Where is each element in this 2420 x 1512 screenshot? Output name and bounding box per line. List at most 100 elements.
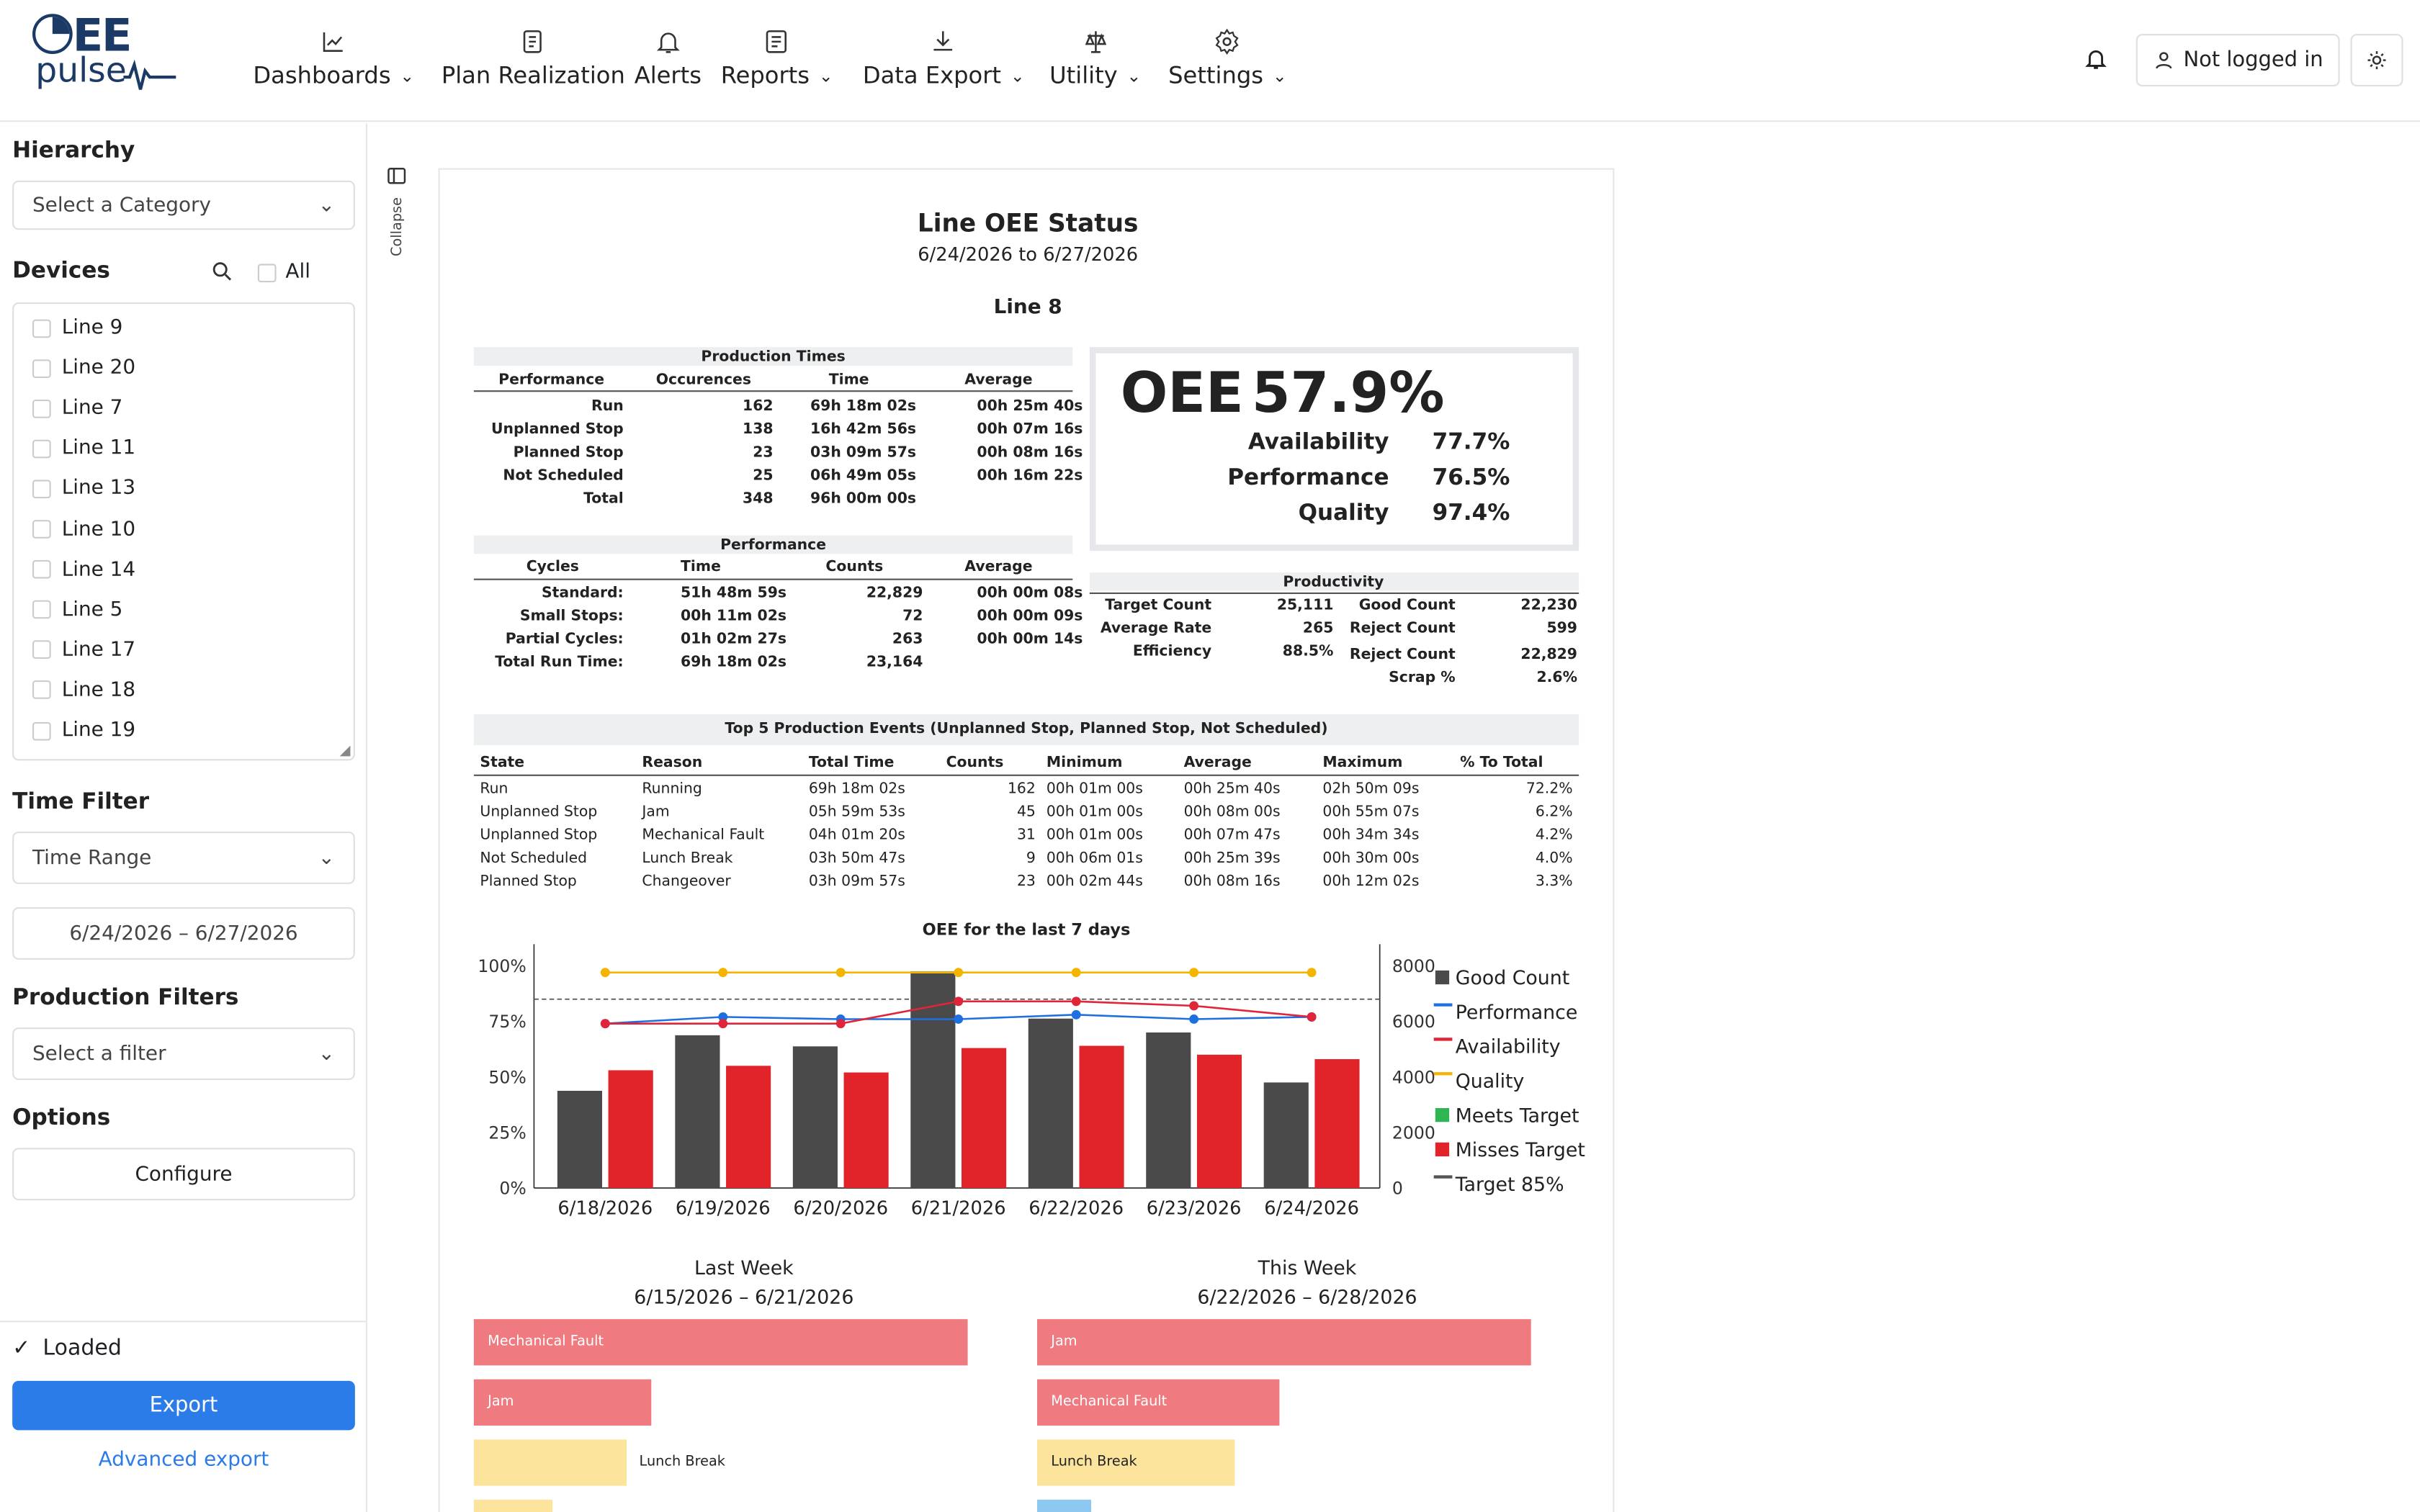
- device-item[interactable]: Line 13: [32, 477, 135, 500]
- point-performance: [954, 1014, 964, 1024]
- select-all-checkbox[interactable]: [257, 263, 277, 282]
- table-cell: 03h 50m 47s: [808, 850, 905, 868]
- table-row-label: Efficiency: [1132, 643, 1212, 661]
- nav-plan-realization[interactable]: Plan Realization: [442, 24, 625, 99]
- theme-toggle-button[interactable]: [2350, 34, 2403, 87]
- device-checkbox[interactable]: [32, 399, 51, 418]
- bar-good-count: [792, 1046, 838, 1188]
- device-item[interactable]: Line 9: [32, 316, 122, 339]
- legend-label: Target 85%: [1455, 1174, 1564, 1196]
- bar-misses-target: [1079, 1045, 1124, 1188]
- oee-metric-value: 76.5%: [1432, 466, 1510, 491]
- table-cell: 00h 34m 34s: [1322, 827, 1420, 845]
- device-checkbox[interactable]: [32, 359, 51, 378]
- device-checkbox[interactable]: [32, 318, 51, 338]
- device-item[interactable]: Line 10: [32, 518, 135, 541]
- device-item[interactable]: Line 17: [32, 639, 135, 662]
- legend-label: Availability: [1456, 1036, 1561, 1058]
- table-row-label: Standard:: [542, 585, 624, 602]
- nav-label-text: Dashboards: [253, 61, 391, 90]
- device-item[interactable]: Line 14: [32, 558, 135, 581]
- device-search-button[interactable]: [210, 259, 234, 290]
- nav-dashboards[interactable]: Dashboards ⌄: [253, 24, 414, 99]
- table-row-label: Small Stops:: [519, 608, 624, 625]
- nav-settings[interactable]: Settings ⌄: [1168, 24, 1287, 99]
- table-header: Time: [828, 372, 869, 389]
- user-icon: [2155, 52, 2172, 69]
- device-label: Line 7: [61, 397, 123, 420]
- login-button[interactable]: Not logged in: [2136, 34, 2340, 87]
- device-list[interactable]: Line 9 Line 20 Line 7 Line 11 Line 13 Line 10…: [12, 302, 355, 761]
- nav-label: Plan Realization: [442, 62, 625, 90]
- week-event-bar: [473, 1439, 627, 1486]
- table-cell: Planned Stop: [480, 873, 577, 891]
- bar-good-count: [1263, 1082, 1309, 1188]
- table-cell: Changeover: [642, 873, 731, 891]
- nav-label: Reports ⌄: [721, 62, 833, 90]
- oee-label: OEE: [1120, 362, 1244, 426]
- table-cell: 00h 25m 39s: [1183, 850, 1281, 868]
- device-checkbox[interactable]: [32, 480, 51, 498]
- table-row-label: Reject Count: [1349, 620, 1456, 637]
- performance-title: Performance: [720, 536, 827, 554]
- device-checkbox[interactable]: [32, 520, 51, 539]
- time-filter-select[interactable]: Time Range ⌄: [12, 832, 355, 884]
- configure-label: Configure: [135, 1162, 233, 1186]
- hierarchy-select[interactable]: Select a Category ⌄: [12, 180, 355, 230]
- device-checkbox[interactable]: [32, 640, 51, 660]
- device-checkbox[interactable]: [32, 439, 51, 458]
- collapse-sidebar-button[interactable]: Collapse: [386, 163, 411, 256]
- table-row-label: Scrap %: [1389, 670, 1456, 687]
- device-item[interactable]: Line 5: [32, 598, 122, 621]
- device-checkbox[interactable]: [32, 680, 51, 700]
- device-checkbox[interactable]: [32, 560, 51, 579]
- chevron-down-icon: ⌄: [318, 846, 335, 870]
- nav-utility[interactable]: Utility ⌄: [1049, 24, 1141, 99]
- device-item[interactable]: Line 19: [32, 719, 135, 742]
- week-event-label: Mechanical Fault: [488, 1334, 604, 1350]
- bar-good-count: [1146, 1032, 1191, 1188]
- date-range-input[interactable]: 6/24/2026 – 6/27/2026: [12, 907, 355, 960]
- table-cell: Not Scheduled: [480, 850, 588, 868]
- report-line-name: Line 8: [993, 296, 1062, 320]
- table-cell: 03h 09m 57s: [808, 873, 905, 891]
- advanced-export-link[interactable]: Advanced export: [98, 1449, 269, 1472]
- load-status: ✓ Loaded: [12, 1336, 122, 1361]
- performance-header: [473, 535, 1073, 554]
- device-item[interactable]: Line 18: [32, 679, 135, 702]
- app-logo[interactable]: EE pulse: [31, 9, 185, 105]
- device-item[interactable]: Line 11: [32, 437, 135, 460]
- week-event-label: Jam: [1051, 1334, 1077, 1350]
- productivity-title: Productivity: [1283, 574, 1384, 591]
- sun-icon: [2367, 51, 2386, 70]
- table-header: Cycles: [526, 558, 579, 576]
- table-header: State: [480, 754, 525, 772]
- chevron-down-icon: ⌄: [1272, 66, 1287, 86]
- resize-handle-icon[interactable]: ◢: [339, 743, 351, 760]
- table-cell: 02h 50m 09s: [1322, 780, 1420, 798]
- load-status-label: Loaded: [42, 1336, 122, 1361]
- table-cell: 00h 01m 00s: [1046, 780, 1143, 798]
- device-item[interactable]: Line 7: [32, 397, 122, 420]
- nav-alerts[interactable]: Alerts: [635, 24, 702, 99]
- configure-button[interactable]: Configure: [12, 1148, 355, 1201]
- export-button[interactable]: Export: [12, 1380, 355, 1431]
- table-cell: Unplanned Stop: [480, 827, 598, 845]
- device-checkbox[interactable]: [32, 600, 51, 619]
- notifications-button[interactable]: [2084, 46, 2115, 77]
- chevron-down-icon: ⌄: [1126, 66, 1142, 86]
- select-all-devices[interactable]: All: [257, 261, 310, 284]
- production-filter-select[interactable]: Select a filter ⌄: [12, 1027, 355, 1080]
- table-cell: 16h 42m 56s: [810, 421, 916, 438]
- table-cell: 00h 12m 02s: [1322, 873, 1420, 891]
- logo-gauge-icon: [32, 14, 176, 90]
- device-checkbox[interactable]: [32, 721, 51, 740]
- nav-reports[interactable]: Reports ⌄: [721, 24, 833, 99]
- table-rule: [1089, 592, 1579, 594]
- device-item[interactable]: Line 20: [32, 356, 135, 379]
- table-cell: 00h 00m 09s: [977, 608, 1083, 625]
- y-tick-label-left: 75%: [488, 1012, 526, 1032]
- bell-icon: [2085, 50, 2107, 69]
- nav-data-export[interactable]: Data Export ⌄: [863, 24, 1025, 99]
- chevron-down-icon: ⌄: [1010, 66, 1025, 86]
